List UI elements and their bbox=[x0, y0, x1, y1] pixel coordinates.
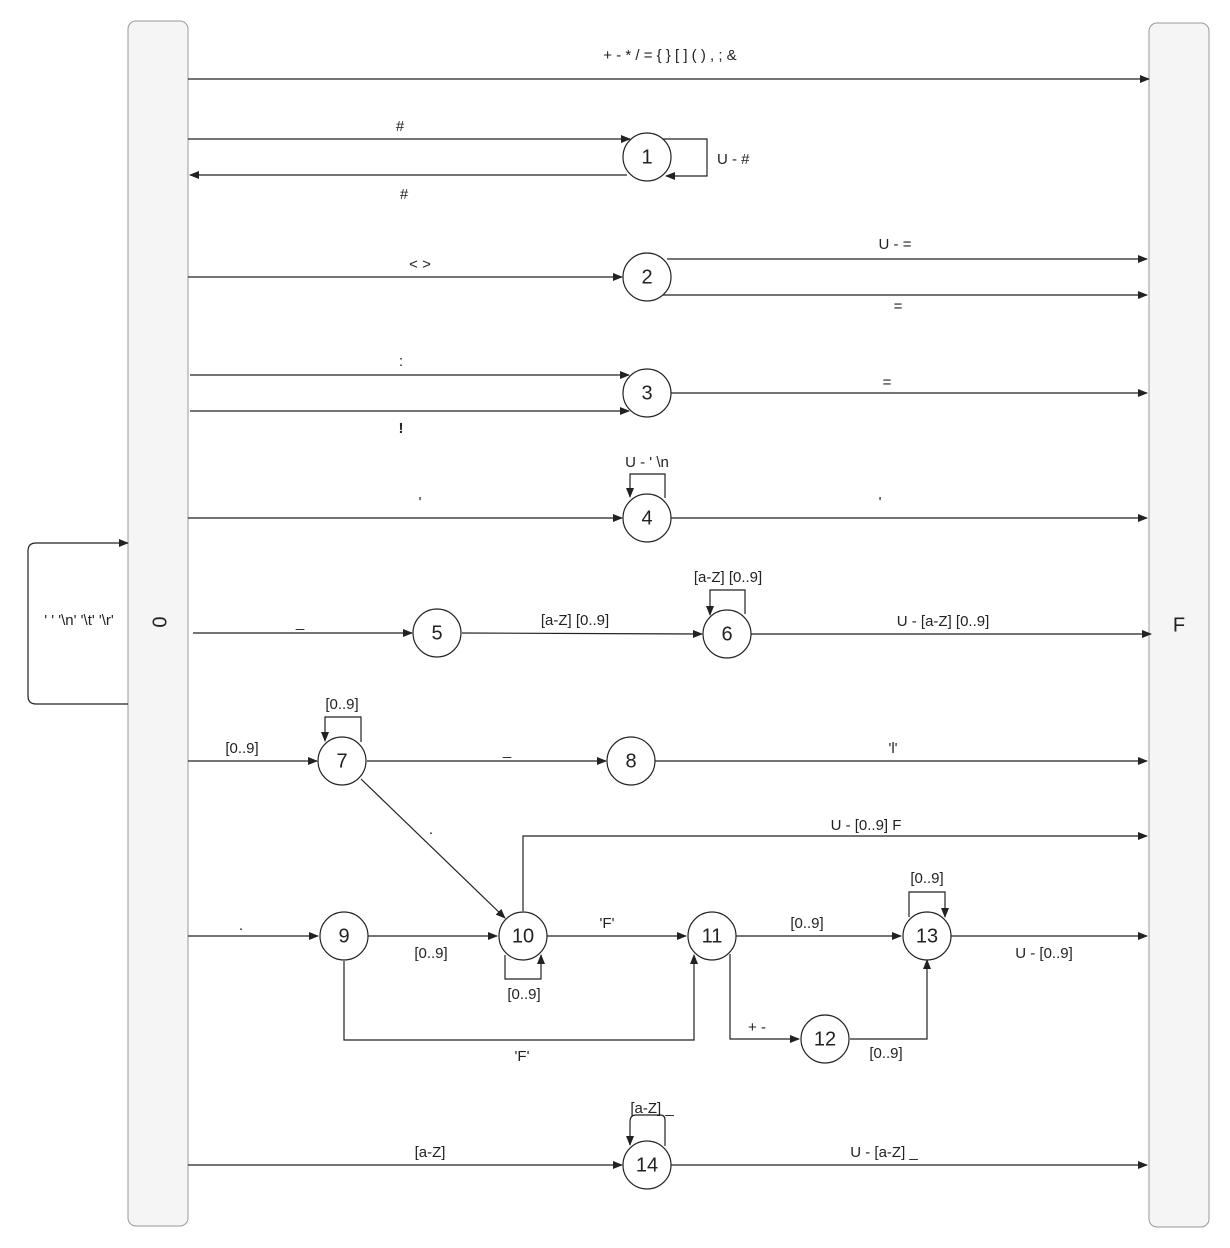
state-node-10: 10 bbox=[498, 911, 548, 961]
edge-label: = bbox=[883, 374, 892, 391]
edge-label: 'F' bbox=[600, 915, 615, 932]
edge-13-13 bbox=[908, 891, 949, 918]
edge-label: _ bbox=[502, 742, 512, 759]
edge-label: [a-Z] _ bbox=[630, 1100, 674, 1117]
edge-11-12 bbox=[729, 954, 800, 1043]
final-state-bar bbox=[1148, 22, 1210, 1228]
edge-label: ' ' '\n' '\t' '\r' bbox=[44, 612, 114, 629]
edge-label: 'F' bbox=[515, 1048, 530, 1065]
edge-10-10 bbox=[504, 954, 545, 980]
edge-12-13 bbox=[850, 959, 931, 1040]
edge-label: U - [0..9] bbox=[1015, 945, 1073, 962]
edge-7-10 bbox=[360, 778, 506, 919]
edge-label: ! bbox=[399, 420, 404, 437]
edge-label: . bbox=[239, 917, 243, 934]
state-node-label: 1 bbox=[641, 146, 652, 168]
state-node-label: 14 bbox=[636, 1154, 658, 1176]
edge-label: [0..9] bbox=[507, 986, 540, 1003]
state-node-7: 7 bbox=[317, 736, 367, 786]
state-node-1: 1 bbox=[622, 132, 672, 182]
edge-label: = bbox=[894, 298, 903, 315]
edge-label: U - [0..9] F bbox=[831, 817, 902, 834]
edge-label: U - # bbox=[717, 151, 750, 168]
start-state-label: 0 bbox=[148, 616, 170, 627]
edge-label: 'l' bbox=[888, 740, 897, 757]
state-node-8: 8 bbox=[606, 736, 656, 786]
state-node-label: 4 bbox=[641, 507, 652, 529]
state-node-6: 6 bbox=[702, 609, 752, 659]
state-node-4: 4 bbox=[622, 493, 672, 543]
edge-label: [a-Z] [0..9] bbox=[694, 569, 762, 586]
edge-label: # bbox=[396, 118, 405, 135]
edge-4-4 bbox=[626, 473, 666, 498]
state-node-label: 11 bbox=[702, 925, 723, 947]
edge-label: + - bbox=[748, 1019, 766, 1036]
state-node-label: 7 bbox=[336, 750, 347, 772]
state-node-label: 6 bbox=[721, 623, 732, 645]
edge-6-6 bbox=[706, 589, 746, 616]
edge-label: [0..9] bbox=[790, 915, 823, 932]
state-node-13: 13 bbox=[902, 911, 952, 961]
edge-label: ' bbox=[879, 494, 882, 511]
state-node-label: 5 bbox=[431, 622, 442, 644]
edge-10-F bbox=[522, 832, 1148, 911]
state-node-label: 13 bbox=[916, 925, 938, 947]
final-state-label: F bbox=[1173, 614, 1185, 636]
nodes: 1 2 3 4 5 6 7 8 bbox=[317, 132, 952, 1190]
state-node-9: 9 bbox=[319, 911, 369, 961]
edge-label: [0..9] bbox=[869, 1045, 902, 1062]
edge-label: [a-Z] bbox=[415, 1144, 446, 1161]
edge-5-6 bbox=[461, 629, 703, 638]
state-node-label: 10 bbox=[512, 925, 534, 947]
edge-9-11 bbox=[343, 954, 698, 1041]
edge-label: [0..9] bbox=[325, 696, 358, 713]
state-node-12: 12 bbox=[800, 1014, 850, 1064]
state-node-label: 12 bbox=[814, 1028, 836, 1050]
state-node-5: 5 bbox=[412, 608, 462, 658]
edge-14-14 bbox=[626, 1114, 666, 1146]
edges bbox=[27, 75, 1152, 1169]
edge-labels: + - * / = { } [ ] ( ) , ; & # U - # # < … bbox=[44, 47, 1073, 1161]
start-state-bar bbox=[127, 20, 189, 1227]
edge-label: + - * / = { } [ ] ( ) , ; & bbox=[603, 47, 736, 64]
edge-label: U - = bbox=[879, 236, 912, 253]
state-node-2: 2 bbox=[622, 252, 672, 302]
edge-label: [0..9] bbox=[414, 945, 447, 962]
edge-label: : bbox=[399, 353, 403, 370]
edge-1-1 bbox=[663, 138, 708, 180]
edge-label: [a-Z] [0..9] bbox=[541, 612, 609, 629]
edge-label: U - [a-Z] [0..9] bbox=[897, 613, 990, 630]
state-node-label: 8 bbox=[625, 750, 636, 772]
state-node-label: 2 bbox=[641, 266, 652, 288]
edge-label: _ bbox=[295, 614, 305, 631]
state-node-3: 3 bbox=[622, 368, 672, 418]
edge-0-0 bbox=[27, 539, 129, 705]
edge-7-7 bbox=[321, 716, 362, 742]
edge-label: # bbox=[400, 186, 409, 203]
state-node-14: 14 bbox=[622, 1140, 672, 1190]
state-node-label: 3 bbox=[641, 382, 652, 404]
edge-label: U - [a-Z] _ bbox=[850, 1144, 918, 1161]
edge-label: < > bbox=[409, 256, 431, 273]
edge-label: . bbox=[429, 821, 433, 838]
state-node-11: 11 bbox=[687, 911, 737, 961]
edge-label: U - ' \n bbox=[625, 454, 669, 471]
edge-label: [0..9] bbox=[225, 740, 258, 757]
state-node-label: 9 bbox=[338, 925, 349, 947]
edge-label: ' bbox=[419, 494, 422, 511]
edge-label: [0..9] bbox=[910, 870, 943, 887]
